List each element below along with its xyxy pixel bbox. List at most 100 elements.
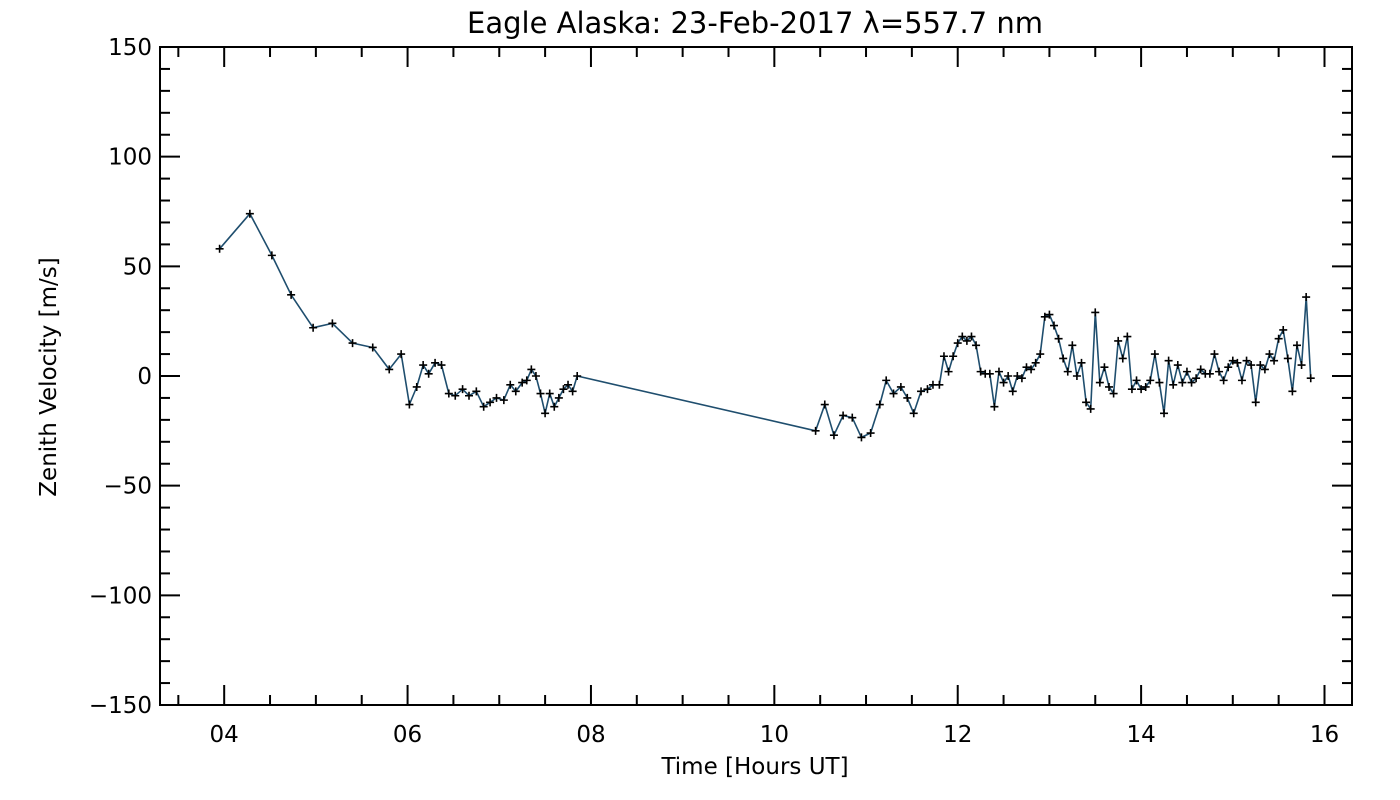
data-point-marker (1292, 341, 1301, 350)
data-point-marker (1109, 389, 1118, 398)
data-point-marker (1283, 354, 1292, 363)
data-point-marker (1247, 361, 1256, 370)
data-point-marker (1182, 367, 1191, 376)
data-point-marker (857, 433, 866, 442)
x-axis: 04 06 08 10 12 14 16 (177, 47, 1339, 748)
data-point-marker (499, 396, 508, 405)
data-point-marker (444, 389, 453, 398)
data-point-marker (215, 244, 224, 253)
chart-title: Eagle Alaska: 23-Feb-2017 λ=557.7 nm (467, 6, 1043, 40)
data-point-marker (368, 343, 377, 352)
data-point-marker (458, 385, 467, 394)
x-tick-label: 16 (1310, 722, 1339, 748)
data-point-marker (1288, 387, 1297, 396)
data-point-marker (554, 393, 563, 402)
data-point-marker (424, 369, 433, 378)
data-point-marker (820, 400, 829, 409)
data-point-marker (917, 387, 926, 396)
x-tick-label: 10 (760, 722, 789, 748)
x-axis-label: Time [Hours UT] (660, 754, 848, 780)
data-point-marker (511, 387, 520, 396)
data-point-marker (811, 426, 820, 435)
data-point-marker (472, 387, 481, 396)
data-point-marker (972, 341, 981, 350)
data-point-marker (385, 365, 394, 374)
data-point-marker (896, 382, 905, 391)
data-point-marker (465, 391, 474, 400)
data-point-marker (1045, 310, 1054, 319)
y-tick-label: −50 (103, 474, 152, 500)
data-point-marker (1192, 374, 1201, 383)
data-point-marker (1095, 378, 1104, 387)
data-point-marker (962, 336, 971, 345)
data-point-marker (531, 372, 540, 380)
data-point-marker (939, 352, 948, 361)
data-point-marker (1105, 382, 1114, 391)
data-point-marker (492, 393, 501, 402)
data-point-marker (848, 413, 857, 422)
data-point-marker (1036, 350, 1045, 359)
data-point-marker (1256, 361, 1265, 370)
data-point-marker (1224, 363, 1233, 372)
data-point-marker (1068, 341, 1077, 350)
data-point-marker (1050, 321, 1058, 330)
data-point-marker (1054, 334, 1063, 343)
data-point-marker (839, 411, 848, 420)
data-point-marker (1027, 365, 1036, 374)
data-point-marker (309, 323, 318, 332)
x-tick-label: 08 (576, 722, 605, 748)
data-point-marker (923, 385, 932, 394)
data-point-marker (1091, 308, 1100, 317)
data-point-marker (1013, 372, 1022, 380)
data-point-marker (944, 367, 953, 376)
data-point-marker (999, 378, 1008, 387)
data-point-marker (564, 380, 573, 389)
data-point-marker (976, 367, 985, 376)
data-point-marker (1100, 363, 1109, 372)
data-point-marker (527, 365, 536, 374)
data-point-marker (1059, 354, 1068, 363)
marker-layer (215, 209, 1315, 442)
data-point-marker (903, 393, 912, 402)
data-point-marker (935, 380, 944, 389)
data-point-marker (1017, 374, 1026, 383)
data-point-marker (1160, 409, 1169, 418)
data-point-marker (875, 400, 884, 409)
x-tick-label: 06 (393, 722, 422, 748)
data-point-marker (1022, 363, 1031, 372)
data-point-marker (985, 369, 994, 378)
data-point-marker (889, 389, 898, 398)
x-tick-label: 04 (210, 722, 239, 748)
data-point-marker (1187, 378, 1196, 387)
data-point-marker (419, 361, 428, 370)
data-point-marker (958, 332, 967, 341)
data-point-marker (518, 378, 527, 387)
data-point-marker (1205, 369, 1214, 378)
x-tick-label: 14 (1126, 722, 1155, 748)
data-point-marker (1008, 387, 1017, 396)
data-point-marker (550, 402, 559, 411)
series-layer (218, 212, 1312, 439)
data-point-marker (1228, 356, 1237, 365)
data-point-marker (1077, 358, 1086, 367)
data-point-marker (1173, 361, 1182, 370)
data-point-marker (412, 382, 421, 391)
y-tick-label: −150 (89, 693, 152, 719)
data-point-marker (1146, 376, 1155, 385)
data-point-marker (287, 290, 296, 299)
data-point-marker (1040, 312, 1049, 321)
data-point-marker (536, 389, 545, 398)
data-point-marker (1169, 380, 1178, 389)
x-tick-label: 12 (943, 722, 972, 748)
plot-frame (159, 46, 1353, 706)
data-point-marker (1082, 398, 1091, 407)
data-point-marker (1123, 332, 1132, 341)
data-point-marker (909, 409, 918, 418)
data-point-marker (1210, 350, 1219, 359)
data-point-marker (1004, 372, 1013, 380)
y-axis-label: Zenith Velocity [m/s] (36, 257, 62, 496)
data-point-marker (882, 376, 891, 385)
data-point-marker (1196, 365, 1205, 374)
y-tick-label: −100 (89, 583, 152, 609)
